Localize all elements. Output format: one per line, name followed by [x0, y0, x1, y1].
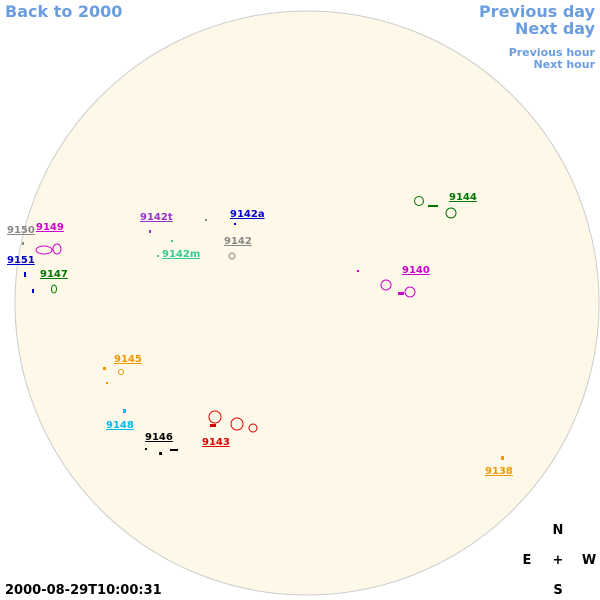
region-label[interactable]: 9143 — [202, 437, 230, 448]
region-label[interactable]: 9138 — [485, 466, 513, 477]
dot — [170, 449, 178, 451]
dot — [22, 242, 24, 245]
contour — [404, 286, 416, 298]
dot — [210, 424, 216, 427]
dot — [501, 456, 504, 460]
previous-day-link[interactable]: Previous day — [479, 2, 596, 21]
previous-hour-link[interactable]: Previous hour — [509, 46, 596, 59]
region-label[interactable]: 9148 — [106, 420, 134, 431]
dot — [171, 240, 173, 242]
contour — [248, 423, 258, 433]
compass-west: W — [582, 553, 596, 568]
contour — [51, 284, 57, 294]
region-label[interactable]: 9142t — [140, 212, 173, 223]
contour — [118, 369, 124, 375]
compass-east: E — [523, 553, 532, 568]
contour — [230, 417, 244, 431]
dot — [157, 255, 159, 257]
dot — [145, 448, 147, 450]
contour — [414, 196, 424, 206]
dot — [24, 272, 26, 277]
region-label[interactable]: 9142a — [230, 209, 265, 220]
region-label[interactable]: 9140 — [402, 265, 430, 276]
compass-center: + — [553, 553, 564, 568]
dot — [32, 289, 34, 293]
region-label[interactable]: 9146 — [145, 432, 173, 443]
sunspot-contours — [35, 196, 457, 433]
contour — [52, 243, 62, 255]
region-label[interactable]: 9142 — [224, 236, 252, 247]
contour — [380, 279, 392, 291]
dot — [106, 382, 108, 384]
region-label[interactable]: 9151 — [7, 255, 35, 266]
region-label[interactable]: 9149 — [36, 222, 64, 233]
next-hour-link[interactable]: Next hour — [534, 58, 596, 71]
region-label[interactable]: 9142m — [162, 249, 200, 260]
region-label[interactable]: 9144 — [449, 192, 477, 203]
dot — [123, 409, 126, 413]
region-labels: 9150 9149 9151 9147 9142t 9142a 9142 9142m 9144 9… — [7, 192, 513, 477]
contour — [445, 207, 457, 219]
dot — [205, 219, 207, 221]
contour — [208, 410, 222, 424]
timestamp: 2000-08-29T10:00:31 — [5, 583, 162, 598]
dot — [159, 452, 162, 455]
dot — [234, 223, 236, 225]
dot — [149, 230, 151, 233]
region-label[interactable]: 9150 — [7, 225, 35, 236]
back-link[interactable]: Back to 2000 — [5, 2, 122, 21]
next-day-link[interactable]: Next day — [515, 19, 596, 38]
region-label[interactable]: 9147 — [40, 269, 68, 280]
dot — [357, 270, 359, 272]
dot — [103, 367, 106, 370]
compass-south: S — [553, 583, 562, 598]
dot — [398, 292, 404, 295]
contour — [228, 252, 236, 260]
compass-north: N — [553, 523, 564, 538]
sunspot-dots — [22, 205, 504, 460]
region-label[interactable]: 9145 — [114, 354, 142, 365]
contour — [35, 245, 53, 255]
dot — [428, 205, 438, 207]
solar-disk — [14, 10, 600, 596]
